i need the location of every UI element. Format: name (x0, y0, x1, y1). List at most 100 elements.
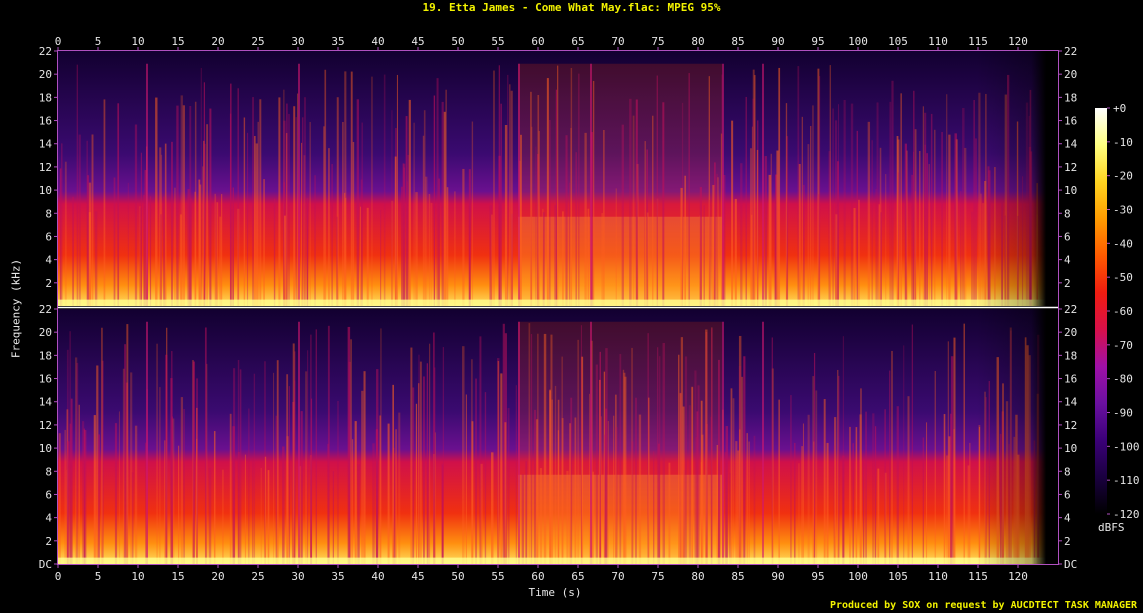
x-tick-label-top: 80 (691, 35, 704, 48)
x-tick-label-bottom: 25 (251, 570, 264, 583)
y-tick-label-right: 14 (1064, 396, 1078, 409)
colorbar-unit-label: dBFS (1098, 521, 1125, 534)
x-tick-label-top: 105 (888, 35, 908, 48)
colorbar-tick-label: -100 (1113, 440, 1140, 453)
x-tick-label-bottom: 45 (411, 570, 424, 583)
y-tick-label-left: 18 (39, 91, 52, 104)
colorbar-tick-label: -20 (1113, 170, 1133, 183)
x-tick-label-bottom: 120 (1008, 570, 1028, 583)
x-tick-label-top: 0 (55, 35, 62, 48)
y-tick-label-right: 4 (1064, 254, 1071, 267)
x-tick-label-bottom: 55 (491, 570, 504, 583)
y-tick-label-left: 6 (45, 488, 52, 501)
colorbar-tick-label: -70 (1113, 339, 1133, 352)
colorbar-tick-label: -60 (1113, 305, 1133, 318)
x-tick-label-top: 120 (1008, 35, 1028, 48)
colorbar-tick-label: -50 (1113, 271, 1133, 284)
x-tick-label-top: 110 (928, 35, 948, 48)
y-tick-label-right: 12 (1064, 419, 1077, 432)
y-tick-label-right: 22 (1064, 45, 1077, 58)
x-tick-label-top: 30 (291, 35, 304, 48)
colorbar-tick-label: -110 (1113, 474, 1140, 487)
y-tick-label-right: 12 (1064, 161, 1077, 174)
y-axis-label: Frequency (kHz) (9, 258, 23, 359)
y-tick-label-right: 8 (1064, 465, 1071, 478)
x-tick-label-bottom: 15 (171, 570, 184, 583)
y-tick-label-right: 20 (1064, 326, 1077, 339)
plot-frame (57, 50, 1059, 565)
x-tick-label-top: 75 (651, 35, 664, 48)
y-tick-label-right: 16 (1064, 373, 1077, 386)
x-tick-label-top: 25 (251, 35, 264, 48)
x-tick-label-top: 5 (95, 35, 102, 48)
y-tick-label-left: 18 (39, 349, 52, 362)
y-tick-label-left: 14 (39, 138, 53, 151)
x-tick-label-top: 70 (611, 35, 624, 48)
x-tick-label-top: 50 (451, 35, 464, 48)
x-tick-label-bottom: 85 (731, 570, 744, 583)
spectrogram-channel-1 (58, 51, 1058, 307)
y-tick-label-right: DC (1064, 558, 1077, 571)
y-tick-label-left: 12 (39, 419, 52, 432)
x-tick-label-top: 10 (131, 35, 144, 48)
x-tick-label-top: 55 (491, 35, 504, 48)
x-tick-label-bottom: 90 (771, 570, 784, 583)
y-tick-label-left: 16 (39, 373, 52, 386)
x-tick-label-top: 40 (371, 35, 384, 48)
chart-title: 19. Etta James - Come What May.flac: MPE… (422, 1, 721, 14)
colorbar-tick-label: -30 (1113, 204, 1133, 217)
colorbar (1095, 108, 1107, 514)
x-tick-label-bottom: 95 (811, 570, 824, 583)
x-tick-label-bottom: 115 (968, 570, 988, 583)
y-tick-label-right: 6 (1064, 488, 1071, 501)
x-tick-label-top: 90 (771, 35, 784, 48)
x-tick-label-top: 85 (731, 35, 744, 48)
x-tick-label-bottom: 35 (331, 570, 344, 583)
y-tick-label-right: 18 (1064, 91, 1077, 104)
y-tick-label-left: 8 (45, 207, 52, 220)
y-tick-label-left: 10 (39, 442, 52, 455)
y-tick-label-left: 4 (45, 512, 52, 525)
x-tick-label-bottom: 10 (131, 570, 144, 583)
x-tick-label-top: 45 (411, 35, 424, 48)
x-tick-label-top: 60 (531, 35, 544, 48)
x-tick-label-top: 35 (331, 35, 344, 48)
x-tick-label-top: 65 (571, 35, 584, 48)
y-tick-label-right: 14 (1064, 138, 1078, 151)
x-tick-label-bottom: 60 (531, 570, 544, 583)
x-tick-label-bottom: 30 (291, 570, 304, 583)
y-tick-label-right: 8 (1064, 207, 1071, 220)
y-tick-label-right: 22 (1064, 303, 1077, 316)
y-tick-label-left: 2 (45, 277, 52, 290)
y-tick-label-right: 2 (1064, 535, 1071, 548)
y-tick-label-right: 20 (1064, 68, 1077, 81)
colorbar-tick-label: -90 (1113, 407, 1133, 420)
colorbar-tick-label: +0 (1113, 102, 1126, 115)
x-tick-label-top: 115 (968, 35, 988, 48)
spectrogram-channel-2 (58, 309, 1058, 564)
x-tick-label-bottom: 75 (651, 570, 664, 583)
y-tick-label-left: 22 (39, 303, 52, 316)
y-tick-label-right: 10 (1064, 442, 1077, 455)
x-tick-label-top: 95 (811, 35, 824, 48)
y-tick-label-left: 20 (39, 326, 52, 339)
y-tick-label-right: 2 (1064, 277, 1071, 290)
y-tick-label-left: 10 (39, 184, 52, 197)
footer-credit: Produced by SOX on request by AUCDTECT T… (829, 600, 1137, 611)
x-tick-label-bottom: 50 (451, 570, 464, 583)
y-tick-label-left: 22 (39, 45, 52, 58)
y-tick-label-left: 8 (45, 465, 52, 478)
x-tick-label-bottom: 80 (691, 570, 704, 583)
y-tick-label-left: 20 (39, 68, 52, 81)
x-tick-label-bottom: 70 (611, 570, 624, 583)
colorbar-tick-label: -80 (1113, 373, 1133, 386)
colorbar-tick-label: -40 (1113, 237, 1133, 250)
y-tick-label-right: 4 (1064, 512, 1071, 525)
x-tick-label-bottom: 40 (371, 570, 384, 583)
colorbar-tick-label: -10 (1113, 136, 1133, 149)
y-tick-label-right: 18 (1064, 349, 1077, 362)
y-tick-label-left: 12 (39, 161, 52, 174)
y-tick-label-left: DC (39, 558, 52, 571)
x-tick-label-top: 100 (848, 35, 868, 48)
x-tick-label-top: 15 (171, 35, 184, 48)
